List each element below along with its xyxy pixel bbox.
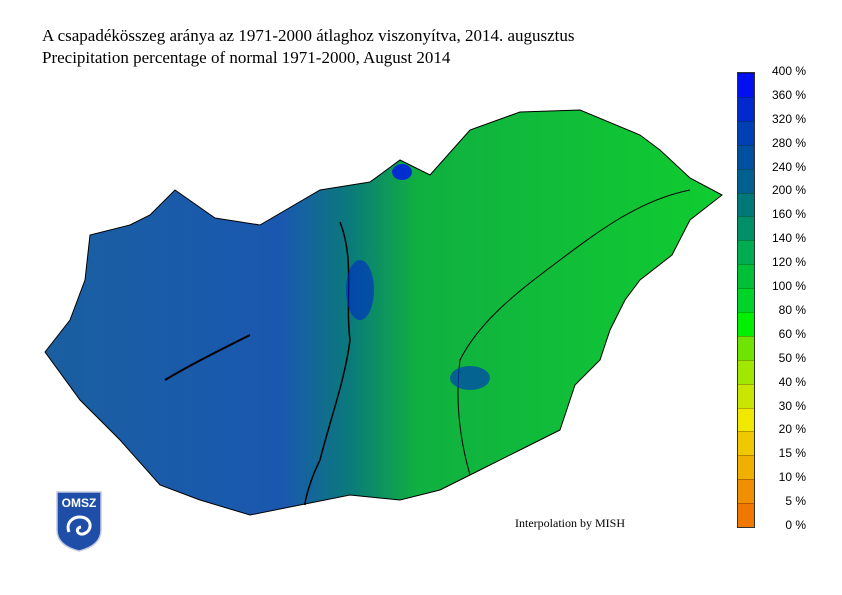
- legend-swatch: [738, 335, 754, 360]
- legend-swatch: [738, 479, 754, 504]
- legend-swatch: [738, 407, 754, 432]
- legend-swatch: [738, 192, 754, 217]
- legend-swatch: [738, 96, 754, 121]
- legend-swatch: [738, 168, 754, 193]
- title-english: Precipitation percentage of normal 1971-…: [42, 48, 451, 67]
- legend-swatch: [738, 431, 754, 456]
- legend-label: 160 %: [771, 207, 806, 222]
- legend-swatch: [738, 359, 754, 384]
- legend-label: 320 %: [771, 111, 806, 126]
- legend-label: 5 %: [785, 494, 806, 509]
- legend-label: 60 %: [778, 326, 806, 341]
- legend-label: 240 %: [771, 159, 806, 174]
- legend-label: 280 %: [771, 135, 806, 150]
- legend-label: 40 %: [778, 374, 806, 389]
- legend-label: 30 %: [778, 398, 806, 413]
- wet-spot-central: [346, 260, 374, 320]
- legend-swatch: [738, 311, 754, 336]
- legend-label: 120 %: [771, 255, 806, 270]
- legend-label: 400 %: [771, 64, 806, 78]
- legend-swatch: [738, 240, 754, 265]
- hungary-outline: [44, 109, 723, 516]
- legend-label: 0 %: [785, 518, 806, 532]
- wet-spot-southeast: [450, 366, 490, 390]
- legend-label: 80 %: [778, 302, 806, 317]
- legend-swatch: [738, 144, 754, 169]
- title-hungarian: A csapadékösszeg aránya az 1971-2000 átl…: [42, 26, 575, 45]
- legend-label: 140 %: [771, 231, 806, 246]
- legend-swatch: [738, 503, 754, 527]
- omsz-logo: OMSZ: [56, 491, 102, 552]
- legend-label: 360 %: [771, 87, 806, 102]
- tisza-river: [457, 189, 691, 476]
- legend-swatch: [738, 288, 754, 312]
- interpolation-credit: Interpolation by MISH: [515, 516, 625, 530]
- legend-label: 15 %: [778, 446, 806, 461]
- lake-balaton: [164, 334, 251, 381]
- legend-swatch: [738, 383, 754, 408]
- legend-swatch: [738, 264, 754, 289]
- wet-spot-north: [392, 164, 412, 180]
- legend-swatch: [738, 73, 754, 97]
- legend-swatch: [738, 455, 754, 480]
- legend-label: 50 %: [778, 350, 806, 365]
- legend-swatch: [738, 120, 754, 145]
- logo-text: OMSZ: [62, 496, 97, 510]
- legend-swatch: [738, 216, 754, 241]
- color-legend: [737, 72, 755, 528]
- legend-label: 200 %: [771, 183, 806, 198]
- legend-label: 100 %: [771, 279, 806, 294]
- legend-label: 20 %: [778, 422, 806, 437]
- legend-label: 10 %: [778, 470, 806, 485]
